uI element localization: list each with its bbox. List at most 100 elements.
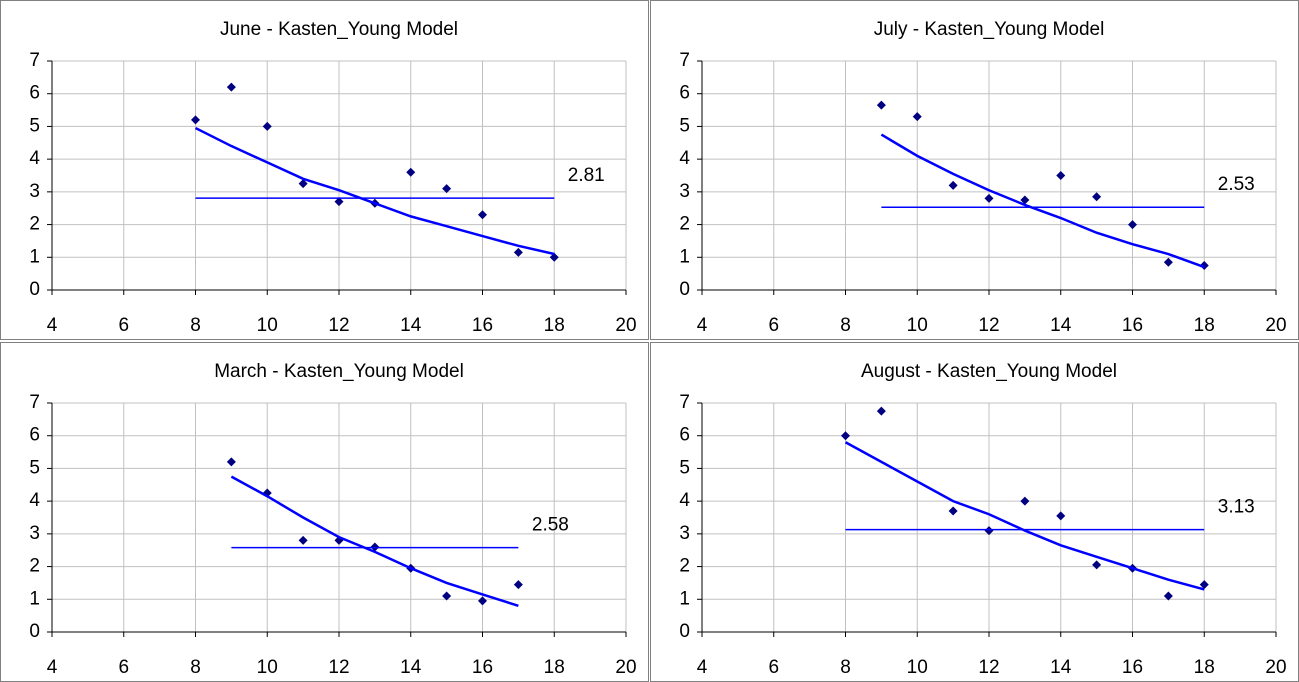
y-tick-label: 0 bbox=[29, 279, 40, 300]
chart-title: July - Kasten_Young Model bbox=[874, 19, 1105, 40]
y-tick-label: 1 bbox=[679, 588, 690, 609]
x-tick-label: 10 bbox=[907, 657, 928, 678]
data-point bbox=[1092, 192, 1102, 202]
mean-label: 2.58 bbox=[532, 515, 569, 536]
data-point bbox=[442, 591, 452, 601]
y-tick-label: 4 bbox=[679, 490, 690, 511]
x-tick-label: 18 bbox=[1194, 315, 1215, 336]
trend-line bbox=[844, 441, 1205, 591]
data-point bbox=[298, 179, 308, 189]
x-tick-label: 8 bbox=[190, 315, 201, 336]
x-tick-label: 14 bbox=[400, 657, 422, 678]
y-tick-label: 6 bbox=[29, 425, 40, 446]
x-tick-label: 18 bbox=[544, 315, 565, 336]
chart-title: March - Kasten_Young Model bbox=[214, 361, 464, 382]
y-tick-label: 2 bbox=[29, 556, 40, 577]
mean-label: 3.13 bbox=[1218, 497, 1255, 518]
x-tick-label: 16 bbox=[472, 315, 493, 336]
y-tick-label: 1 bbox=[679, 246, 690, 267]
data-point bbox=[442, 184, 452, 194]
x-tick-label: 16 bbox=[472, 657, 493, 678]
data-point bbox=[1056, 171, 1066, 180]
y-tick-label: 0 bbox=[679, 279, 690, 300]
y-tick-label: 3 bbox=[29, 523, 40, 544]
data-point bbox=[912, 112, 922, 122]
data-point bbox=[876, 406, 886, 416]
x-tick-label: 4 bbox=[47, 657, 58, 678]
data-point bbox=[191, 115, 200, 125]
data-point bbox=[513, 580, 523, 590]
panel-border bbox=[0, 342, 649, 682]
data-point bbox=[549, 252, 559, 262]
y-tick-label: 2 bbox=[29, 214, 40, 235]
x-tick-label: 6 bbox=[118, 315, 129, 336]
data-point bbox=[226, 82, 236, 92]
y-tick-label: 0 bbox=[679, 621, 690, 642]
data-point bbox=[948, 180, 958, 190]
x-tick-label: 10 bbox=[907, 315, 928, 336]
x-tick-label: 12 bbox=[328, 657, 349, 678]
y-tick-label: 3 bbox=[679, 181, 690, 202]
y-tick-label: 3 bbox=[679, 523, 690, 544]
y-tick-label: 6 bbox=[679, 425, 690, 446]
x-tick-label: 20 bbox=[1265, 315, 1286, 336]
data-point bbox=[841, 431, 850, 441]
y-tick-label: 4 bbox=[29, 490, 40, 511]
y-tick-label: 7 bbox=[679, 50, 690, 71]
x-tick-label: 14 bbox=[1050, 657, 1072, 678]
data-point bbox=[1163, 591, 1173, 601]
y-tick-label: 1 bbox=[29, 588, 40, 609]
data-point bbox=[513, 247, 523, 257]
x-tick-label: 8 bbox=[840, 315, 851, 336]
x-tick-label: 18 bbox=[544, 657, 565, 678]
trend-line bbox=[230, 475, 519, 608]
y-tick-label: 4 bbox=[679, 148, 690, 169]
y-tick-label: 7 bbox=[29, 392, 40, 413]
y-tick-label: 5 bbox=[29, 457, 40, 478]
y-tick-label: 2 bbox=[679, 214, 690, 235]
x-tick-label: 18 bbox=[1194, 657, 1215, 678]
y-tick-label: 6 bbox=[679, 83, 690, 104]
x-tick-label: 6 bbox=[768, 657, 779, 678]
chart-title: August - Kasten_Young Model bbox=[861, 361, 1117, 382]
x-tick-label: 12 bbox=[328, 315, 349, 336]
data-point bbox=[478, 596, 487, 606]
x-tick-label: 4 bbox=[697, 315, 708, 336]
y-tick-label: 4 bbox=[29, 148, 40, 169]
trend-line bbox=[194, 126, 555, 256]
x-tick-label: 20 bbox=[615, 657, 636, 678]
data-point bbox=[948, 506, 958, 516]
panel-border bbox=[0, 0, 649, 340]
y-tick-label: 5 bbox=[679, 457, 690, 478]
data-point bbox=[1128, 220, 1137, 230]
x-tick-label: 8 bbox=[840, 657, 851, 678]
x-tick-label: 10 bbox=[257, 657, 278, 678]
y-tick-label: 0 bbox=[29, 621, 40, 642]
y-tick-label: 7 bbox=[29, 50, 40, 71]
data-point bbox=[478, 210, 487, 220]
x-tick-label: 16 bbox=[1122, 657, 1143, 678]
y-tick-label: 1 bbox=[29, 246, 40, 267]
x-tick-label: 14 bbox=[1050, 315, 1072, 336]
y-tick-label: 5 bbox=[29, 115, 40, 136]
data-point bbox=[1020, 195, 1030, 205]
x-tick-label: 20 bbox=[1265, 657, 1286, 678]
mean-label: 2.81 bbox=[568, 165, 605, 186]
x-tick-label: 10 bbox=[257, 315, 278, 336]
data-point bbox=[226, 457, 236, 467]
x-tick-label: 8 bbox=[190, 657, 201, 678]
data-point bbox=[298, 535, 308, 545]
x-tick-label: 4 bbox=[47, 315, 58, 336]
panel-border bbox=[650, 0, 1299, 340]
y-tick-label: 2 bbox=[679, 556, 690, 577]
data-point bbox=[1056, 511, 1066, 521]
data-point bbox=[1020, 496, 1030, 506]
data-point bbox=[876, 100, 886, 110]
y-tick-label: 7 bbox=[679, 392, 690, 413]
x-tick-label: 20 bbox=[615, 315, 636, 336]
x-tick-label: 12 bbox=[978, 315, 999, 336]
x-tick-label: 6 bbox=[768, 315, 779, 336]
data-point bbox=[984, 526, 994, 536]
